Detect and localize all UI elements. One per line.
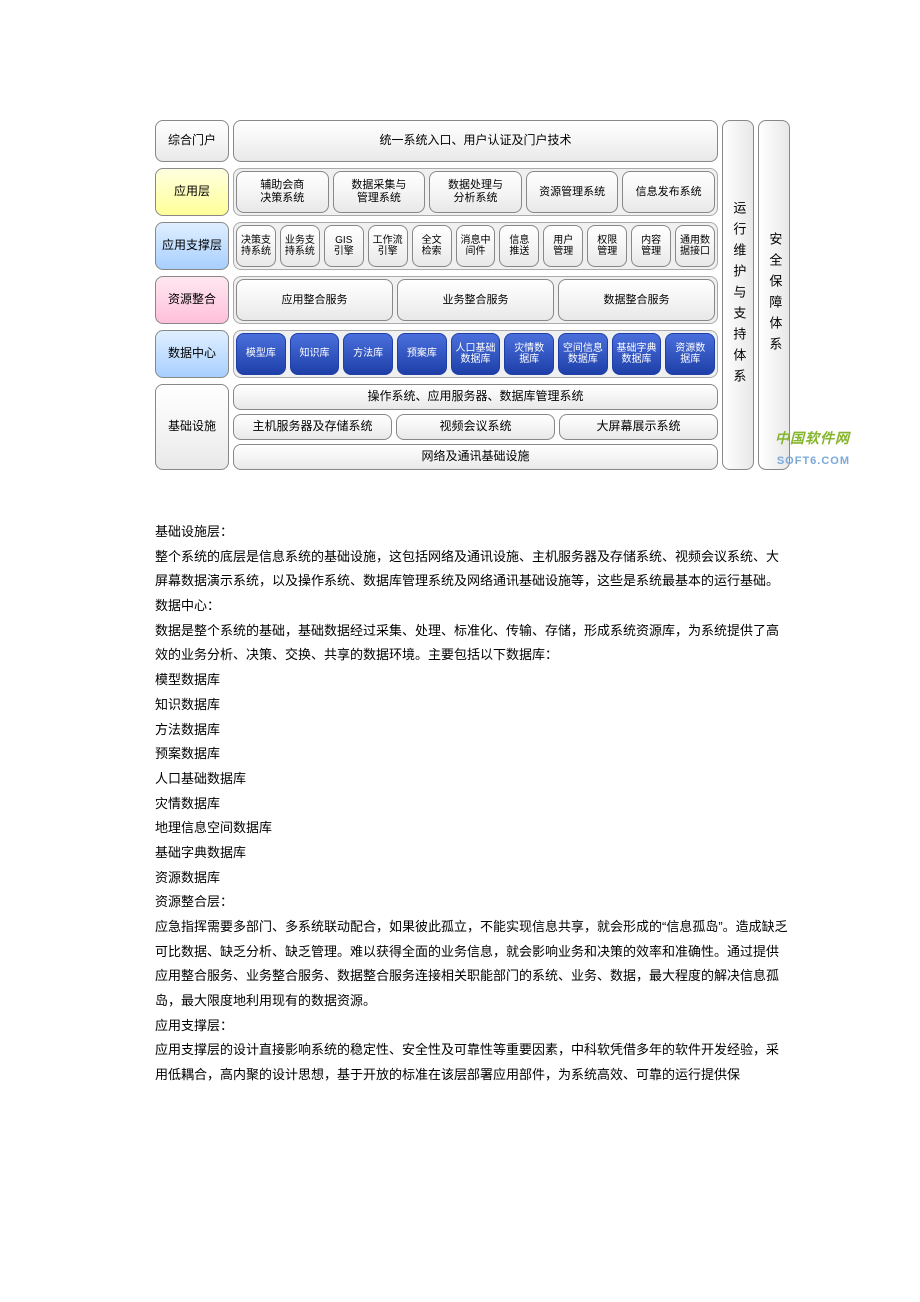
side-col-ops: 运行维护与支持体系 [722,120,754,470]
heading-support: 应用支撑层： [155,1014,790,1039]
row-data-center: 数据中心 模型库 知识库 方法库 预案库 人口基础数据库 灾情数据库 空间信息数… [155,330,718,378]
support-boxes: 决策支持系统 业务支持系统 GIS引擎 工作流引擎 全文检索 消息中间件 信息推… [233,222,718,270]
heading-infra: 基础设施层： [155,520,790,545]
support-box: 全文检索 [412,225,452,267]
integration-box: 应用整合服务 [236,279,393,321]
app-box: 辅助会商决策系统 [236,171,329,213]
support-box: 权限管理 [587,225,627,267]
label-support: 应用支撑层 [155,222,229,270]
infra-mid-row: 主机服务器及存储系统 视频会议系统 大屏幕展示系统 [233,414,718,440]
integration-boxes: 应用整合服务 业务整合服务 数据整合服务 [233,276,718,324]
data-box: 空间信息数据库 [558,333,608,375]
row-support-layer: 应用支撑层 决策支持系统 业务支持系统 GIS引擎 工作流引擎 全文检索 消息中… [155,222,718,270]
support-box: 工作流引擎 [368,225,408,267]
db-item: 资源数据库 [155,866,790,891]
data-boxes: 模型库 知识库 方法库 预案库 人口基础数据库 灾情数据库 空间信息数据库 基础… [233,330,718,378]
body-text: 基础设施层： 整个系统的底层是信息系统的基础设施，这包括网络及通讯设施、主机服务… [155,520,790,1088]
side-col-security: 安全保障体系 [758,120,790,470]
db-item: 模型数据库 [155,668,790,693]
db-item: 基础字典数据库 [155,841,790,866]
db-item: 灾情数据库 [155,792,790,817]
data-box: 知识库 [290,333,340,375]
db-item: 人口基础数据库 [155,767,790,792]
para-support: 应用支撑层的设计直接影响系统的稳定性、安全性及可靠性等重要因素，中科软凭借多年的… [155,1038,790,1087]
para-integration: 应急指挥需要多部门、多系统联动配合，如果彼此孤立，不能实现信息共享，就会形成的“… [155,915,790,1014]
support-box: 消息中间件 [456,225,496,267]
support-box: 通用数据接口 [675,225,715,267]
heading-data-center: 数据中心： [155,594,790,619]
infra-bottom: 网络及通讯基础设施 [233,444,718,470]
row-infra: 基础设施 操作系统、应用服务器、数据库管理系统 主机服务器及存储系统 视频会议系… [155,384,718,470]
integration-box: 业务整合服务 [397,279,554,321]
db-item: 预案数据库 [155,742,790,767]
app-boxes: 辅助会商决策系统 数据采集与管理系统 数据处理与分析系统 资源管理系统 信息发布… [233,168,718,216]
infra-mid: 大屏幕展示系统 [559,414,718,440]
integration-box: 数据整合服务 [558,279,715,321]
app-box: 信息发布系统 [622,171,715,213]
app-box: 资源管理系统 [526,171,619,213]
data-box: 预案库 [397,333,447,375]
heading-integration: 资源整合层： [155,890,790,915]
label-infra: 基础设施 [155,384,229,470]
para-infra: 整个系统的底层是信息系统的基础设施，这包括网络及通讯设施、主机服务器及存储系统、… [155,545,790,594]
data-box: 方法库 [343,333,393,375]
label-app: 应用层 [155,168,229,216]
data-box: 基础字典数据库 [612,333,662,375]
db-item: 方法数据库 [155,718,790,743]
app-box: 数据处理与分析系统 [429,171,522,213]
infra-mid: 主机服务器及存储系统 [233,414,392,440]
row-integration: 资源整合 应用整合服务 业务整合服务 数据整合服务 [155,276,718,324]
db-item: 地理信息空间数据库 [155,816,790,841]
support-box: 业务支持系统 [280,225,320,267]
infra-mid: 视频会议系统 [396,414,555,440]
diagram-main-stack: 综合门户 统一系统入口、用户认证及门户技术 应用层 辅助会商决策系统 数据采集与… [155,120,718,470]
row-portal: 综合门户 统一系统入口、用户认证及门户技术 [155,120,718,162]
label-data-center: 数据中心 [155,330,229,378]
support-box: GIS引擎 [324,225,364,267]
architecture-diagram: 综合门户 统一系统入口、用户认证及门户技术 应用层 辅助会商决策系统 数据采集与… [155,120,790,470]
data-box: 灾情数据库 [504,333,554,375]
data-box: 人口基础数据库 [451,333,501,375]
row-app-layer: 应用层 辅助会商决策系统 数据采集与管理系统 数据处理与分析系统 资源管理系统 … [155,168,718,216]
support-box: 用户管理 [543,225,583,267]
infra-top: 操作系统、应用服务器、数据库管理系统 [233,384,718,410]
support-box: 信息推送 [499,225,539,267]
support-box: 内容管理 [631,225,671,267]
label-integration: 资源整合 [155,276,229,324]
label-portal: 综合门户 [155,120,229,162]
db-item: 知识数据库 [155,693,790,718]
data-box: 模型库 [236,333,286,375]
app-box: 数据采集与管理系统 [333,171,426,213]
portal-content: 统一系统入口、用户认证及门户技术 [233,120,718,162]
support-box: 决策支持系统 [236,225,276,267]
data-box: 资源数据库 [665,333,715,375]
para-data-center: 数据是整个系统的基础，基础数据经过采集、处理、标准化、传输、存储，形成系统资源库… [155,619,790,668]
